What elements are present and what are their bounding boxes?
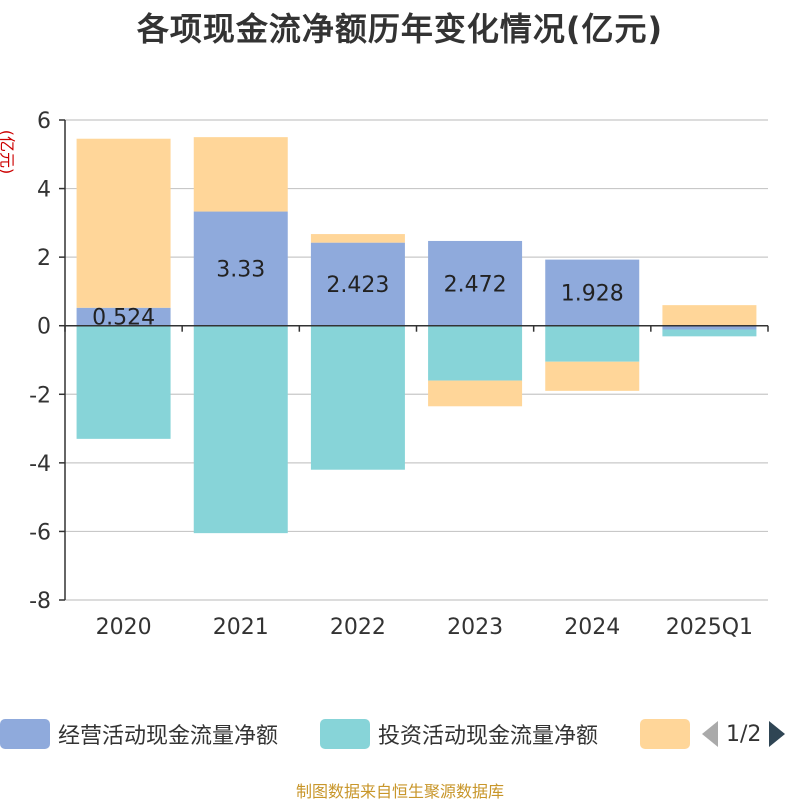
bar-operating[interactable] [76,307,171,326]
legend-swatch [640,719,690,749]
data-label: 1.928 [561,282,624,307]
prev-page-icon[interactable] [700,719,720,749]
legend-swatch [320,719,370,749]
legend-item-financing[interactable] [640,716,698,752]
bar-investing[interactable] [662,329,757,337]
y-tick-label: -4 [29,452,51,477]
bar-financing[interactable] [545,361,640,391]
y-tick-label: -2 [29,383,51,408]
legend-item-operating[interactable]: 经营活动现金流量净额 [0,716,278,752]
tick-labels: 6 4 2 0 -2 -4 -6 -8 2020 2021 2022 2023 2024 2025Q1 [29,109,753,640]
legend-swatch [0,719,50,749]
x-tick-label: 2024 [564,615,620,640]
chart-title: 各项现金流净额历年变化情况(亿元) [136,10,664,48]
bar-operating[interactable] [310,242,405,326]
bar-investing[interactable] [428,325,523,381]
bar-investing[interactable] [193,325,288,534]
data-label: 0.524 [92,306,155,331]
data-labels: 0.524 3.33 2.423 2.472 1.928 [92,258,624,331]
bar-operating[interactable] [662,325,757,330]
bar-operating[interactable] [545,259,640,326]
data-label: 3.33 [216,258,265,283]
y-tick-label: 0 [37,315,51,340]
bar-financing[interactable] [76,138,171,308]
y-tick-label: -6 [29,520,51,545]
axes [59,119,769,601]
bar-investing[interactable] [76,325,171,439]
bar-investing[interactable] [310,325,405,470]
data-label: 2.472 [444,272,507,297]
y-tick-label: -8 [29,589,51,614]
legend-label: 经营活动现金流量净额 [58,724,279,749]
bar-operating[interactable] [428,240,523,326]
data-source-note: 制图数据来自恒生聚源数据库 [295,782,504,801]
x-tick-label: 2023 [447,615,503,640]
bar-financing[interactable] [193,137,288,212]
x-tick-label: 2020 [96,615,152,640]
bar-financing[interactable] [310,234,405,243]
legend-pager: 1/2 [700,716,787,752]
legend-item-investing[interactable]: 投资活动现金流量净额 [320,716,598,752]
next-page-icon[interactable] [767,719,787,749]
x-tick-label: 2022 [330,615,386,640]
bars [76,137,757,534]
legend: 经营活动现金流量净额 投资活动现金流量净额 1/2 [0,716,800,752]
x-tick-label: 2025Q1 [666,615,753,640]
bar-financing[interactable] [428,380,523,407]
bar-financing[interactable] [662,305,757,326]
legend-label: 投资活动现金流量净额 [378,724,599,749]
legend-page-indicator: 1/2 [726,721,762,747]
y-tick-label: 6 [37,109,51,134]
bar-operating[interactable] [193,211,288,326]
y-tick-label: 4 [37,178,51,203]
y-tick-label: 2 [37,246,51,271]
data-label: 2.423 [326,273,389,298]
x-tick-label: 2021 [213,615,269,640]
bar-investing[interactable] [545,325,640,362]
